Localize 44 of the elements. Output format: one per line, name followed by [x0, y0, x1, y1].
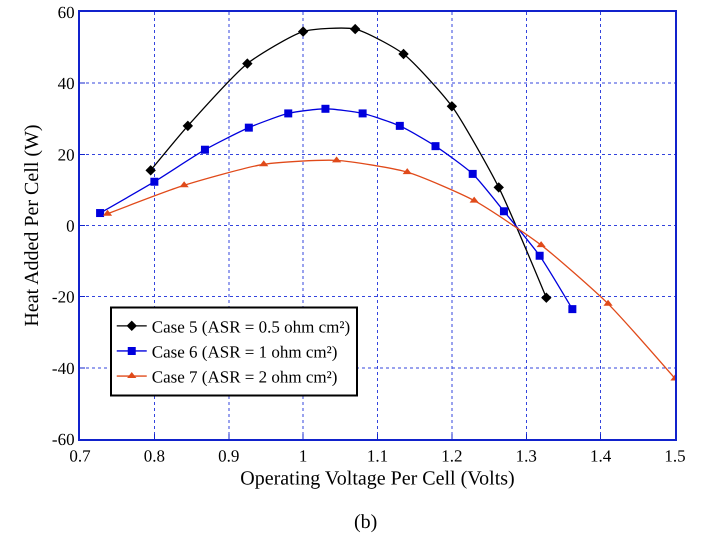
point [468, 170, 477, 178]
legend-label: Case 5 (ASR = 0.5 ohm cm²) [152, 317, 350, 336]
legend-label: Case 6 (ASR = 1 ohm cm²) [152, 342, 338, 362]
point [150, 178, 158, 186]
point [350, 24, 360, 34]
point [96, 209, 104, 218]
y-tick-label: -20 [52, 288, 75, 307]
point [145, 165, 156, 176]
x-tick-label: 0.7 [69, 446, 92, 466]
x-tick-label: 1.2 [441, 446, 463, 466]
point [494, 182, 504, 193]
x-tick-label: 1.3 [516, 446, 537, 466]
x-tick-label: 1 [298, 446, 308, 466]
y-axis-title: Heat Added Per Cell (W) [20, 124, 43, 327]
x-tick-label: 1.4 [590, 446, 612, 466]
y-tick-label: 0 [66, 216, 75, 236]
point [182, 120, 194, 132]
point [298, 26, 308, 37]
x-tick-label: 1.5 [664, 446, 686, 466]
point [244, 124, 253, 132]
point [284, 109, 292, 118]
point [358, 109, 367, 118]
legend-label: Case 7 (ASR = 2 ohm cm²) [152, 368, 338, 387]
point [321, 104, 330, 113]
y-tick-label: 40 [58, 74, 75, 94]
text: (b) [354, 511, 378, 533]
x-tick-label: 0.8 [144, 446, 166, 466]
x-axis-title: Operating Voltage Per Cell (Volts) [240, 467, 515, 490]
point [541, 292, 552, 303]
point [242, 58, 253, 69]
point [446, 101, 458, 112]
point [500, 207, 508, 216]
y-tick-label: -40 [52, 358, 75, 378]
point [200, 146, 209, 154]
point [568, 305, 576, 314]
x-tick-label: 0.9 [218, 446, 240, 466]
point [536, 252, 544, 260]
point [398, 48, 409, 60]
y-tick-label: 20 [58, 145, 75, 164]
x-tick-label: 1.1 [366, 446, 388, 466]
y-tick-label: 60 [58, 2, 75, 22]
y-tick-label: -60 [52, 430, 75, 449]
point [432, 142, 440, 150]
point [396, 122, 404, 130]
